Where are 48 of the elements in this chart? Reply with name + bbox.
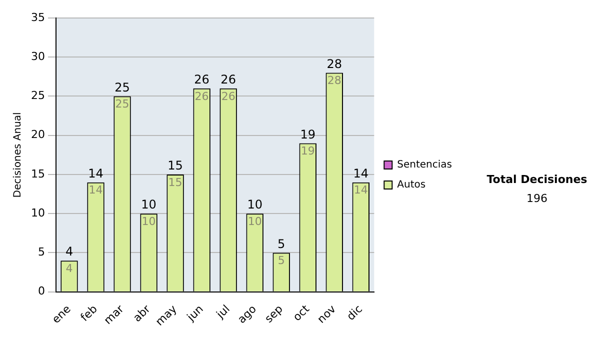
total-label: 14 [353,166,369,180]
x-tick-label: nov [314,302,339,326]
data-label: 4 [66,262,73,275]
data-label: 28 [327,74,342,88]
legend-label: Autos [397,180,426,191]
data-label: 5 [278,254,285,268]
data-label: 19 [300,144,315,158]
x-tick-label: jun [184,302,206,324]
total-label: 5 [278,236,286,251]
x-tick-label: feb [78,302,100,324]
total-label: 28 [326,56,342,71]
text: 196 [526,192,548,205]
data-label: 10 [248,214,262,228]
y-tick-label: 0 [38,284,45,298]
y-tick-label: 30 [30,50,45,63]
x-tick-label: mar [101,302,127,328]
total-label: 25 [114,80,130,94]
data-label: 14 [88,184,103,197]
x-tick-label: dic [344,302,365,324]
y-tick-label: 25 [30,89,45,102]
data-label: 15 [168,176,182,189]
total-label: 4 [65,244,74,259]
y-tick-label: 35 [30,10,45,24]
legend-label: Sentencias [397,160,452,171]
x-tick-label: jul [213,302,232,322]
total-label: 19 [300,127,316,142]
data-label: 25 [115,98,130,111]
data-label: 10 [142,214,156,228]
x-tick-label: sep [262,302,286,326]
total-label: 10 [141,198,156,212]
y-tick-label: 10 [30,206,45,220]
total-label: 26 [194,72,210,87]
y-tick-label: 20 [30,128,45,142]
x-tick-label: oct [290,302,312,324]
text: Total Decisiones [486,173,588,186]
x-tick-label: ago [235,302,260,326]
total-label: 14 [88,166,104,180]
total-label: 26 [220,72,236,87]
data-label: 26 [194,90,209,103]
x-tick-label: ene [50,302,74,326]
total-label: 15 [168,158,183,173]
y-axis-title: Decisiones Anual [12,112,24,198]
data-label: 14 [354,184,368,197]
y-tick-label: 5 [38,246,45,259]
y-tick-label: 15 [30,167,45,180]
data-label: 26 [221,90,236,103]
x-tick-label: abr [130,302,154,324]
total-label: 10 [247,198,262,212]
